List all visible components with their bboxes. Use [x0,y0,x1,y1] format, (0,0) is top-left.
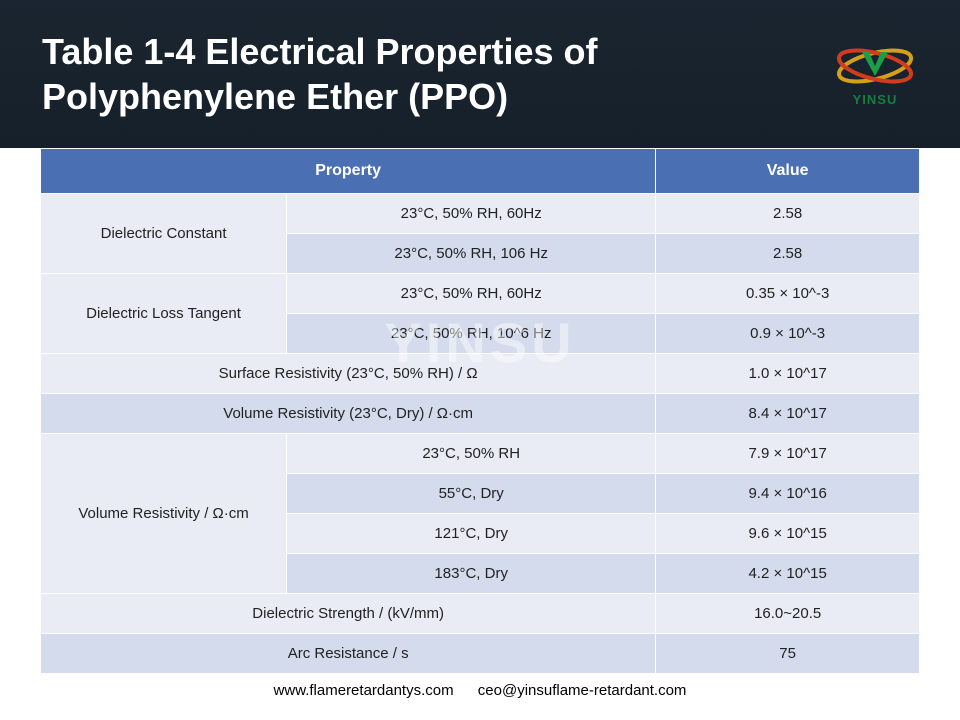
table-row: Surface Resistivity (23°C, 50% RH) / Ω 1… [41,354,920,394]
cell-condition: 55°C, Dry [287,474,656,514]
cell-property: Volume Resistivity / Ω·cm [41,434,287,594]
table-row: Arc Resistance / s 75 [41,634,920,674]
cell-property: Dielectric Constant [41,194,287,274]
brand-logo: YINSU [820,34,930,114]
cell-value: 1.0 × 10^17 [656,354,920,394]
cell-value: 8.4 × 10^17 [656,394,920,434]
footer-website: www.flameretardantys.com [274,682,454,699]
cell-condition: 23°C, 50% RH, 60Hz [287,274,656,314]
cell-value: 0.9 × 10^-3 [656,314,920,354]
cell-condition: 23°C, 50% RH, 10^6 Hz [287,314,656,354]
table-row: Dielectric Loss Tangent 23°C, 50% RH, 60… [41,274,920,314]
table-row: Volume Resistivity (23°C, Dry) / Ω·cm 8.… [41,394,920,434]
cell-value: 9.6 × 10^15 [656,514,920,554]
properties-table: Property Value Dielectric Constant 23°C,… [40,148,920,674]
cell-value: 4.2 × 10^15 [656,554,920,594]
table-row: Dielectric Constant 23°C, 50% RH, 60Hz 2… [41,194,920,234]
table-row: Volume Resistivity / Ω·cm 23°C, 50% RH 7… [41,434,920,474]
logo-mark-icon [836,42,914,90]
cell-condition: 23°C, 50% RH, 106 Hz [287,234,656,274]
cell-property: Volume Resistivity (23°C, Dry) / Ω·cm [41,394,656,434]
table-container: Property Value Dielectric Constant 23°C,… [0,148,960,674]
cell-condition: 23°C, 50% RH [287,434,656,474]
cell-value: 7.9 × 10^17 [656,434,920,474]
title-header: Table 1-4 Electrical Properties of Polyp… [0,0,960,148]
col-header-property: Property [41,149,656,194]
col-header-value: Value [656,149,920,194]
table-row: Dielectric Strength / (kV/mm) 16.0~20.5 [41,594,920,634]
cell-value: 75 [656,634,920,674]
cell-property: Arc Resistance / s [41,634,656,674]
footer-email: ceo@yinsuflame-retardant.com [478,682,687,699]
cell-value: 0.35 × 10^-3 [656,274,920,314]
cell-condition: 121°C, Dry [287,514,656,554]
cell-property: Dielectric Loss Tangent [41,274,287,354]
page-title: Table 1-4 Electrical Properties of Polyp… [42,29,782,119]
cell-condition: 183°C, Dry [287,554,656,594]
cell-property: Surface Resistivity (23°C, 50% RH) / Ω [41,354,656,394]
cell-property: Dielectric Strength / (kV/mm) [41,594,656,634]
footer: www.flameretardantys.com ceo@yinsuflame-… [0,674,960,699]
cell-value: 16.0~20.5 [656,594,920,634]
logo-text: YINSU [853,92,898,107]
cell-value: 9.4 × 10^16 [656,474,920,514]
cell-condition: 23°C, 50% RH, 60Hz [287,194,656,234]
cell-value: 2.58 [656,234,920,274]
cell-value: 2.58 [656,194,920,234]
